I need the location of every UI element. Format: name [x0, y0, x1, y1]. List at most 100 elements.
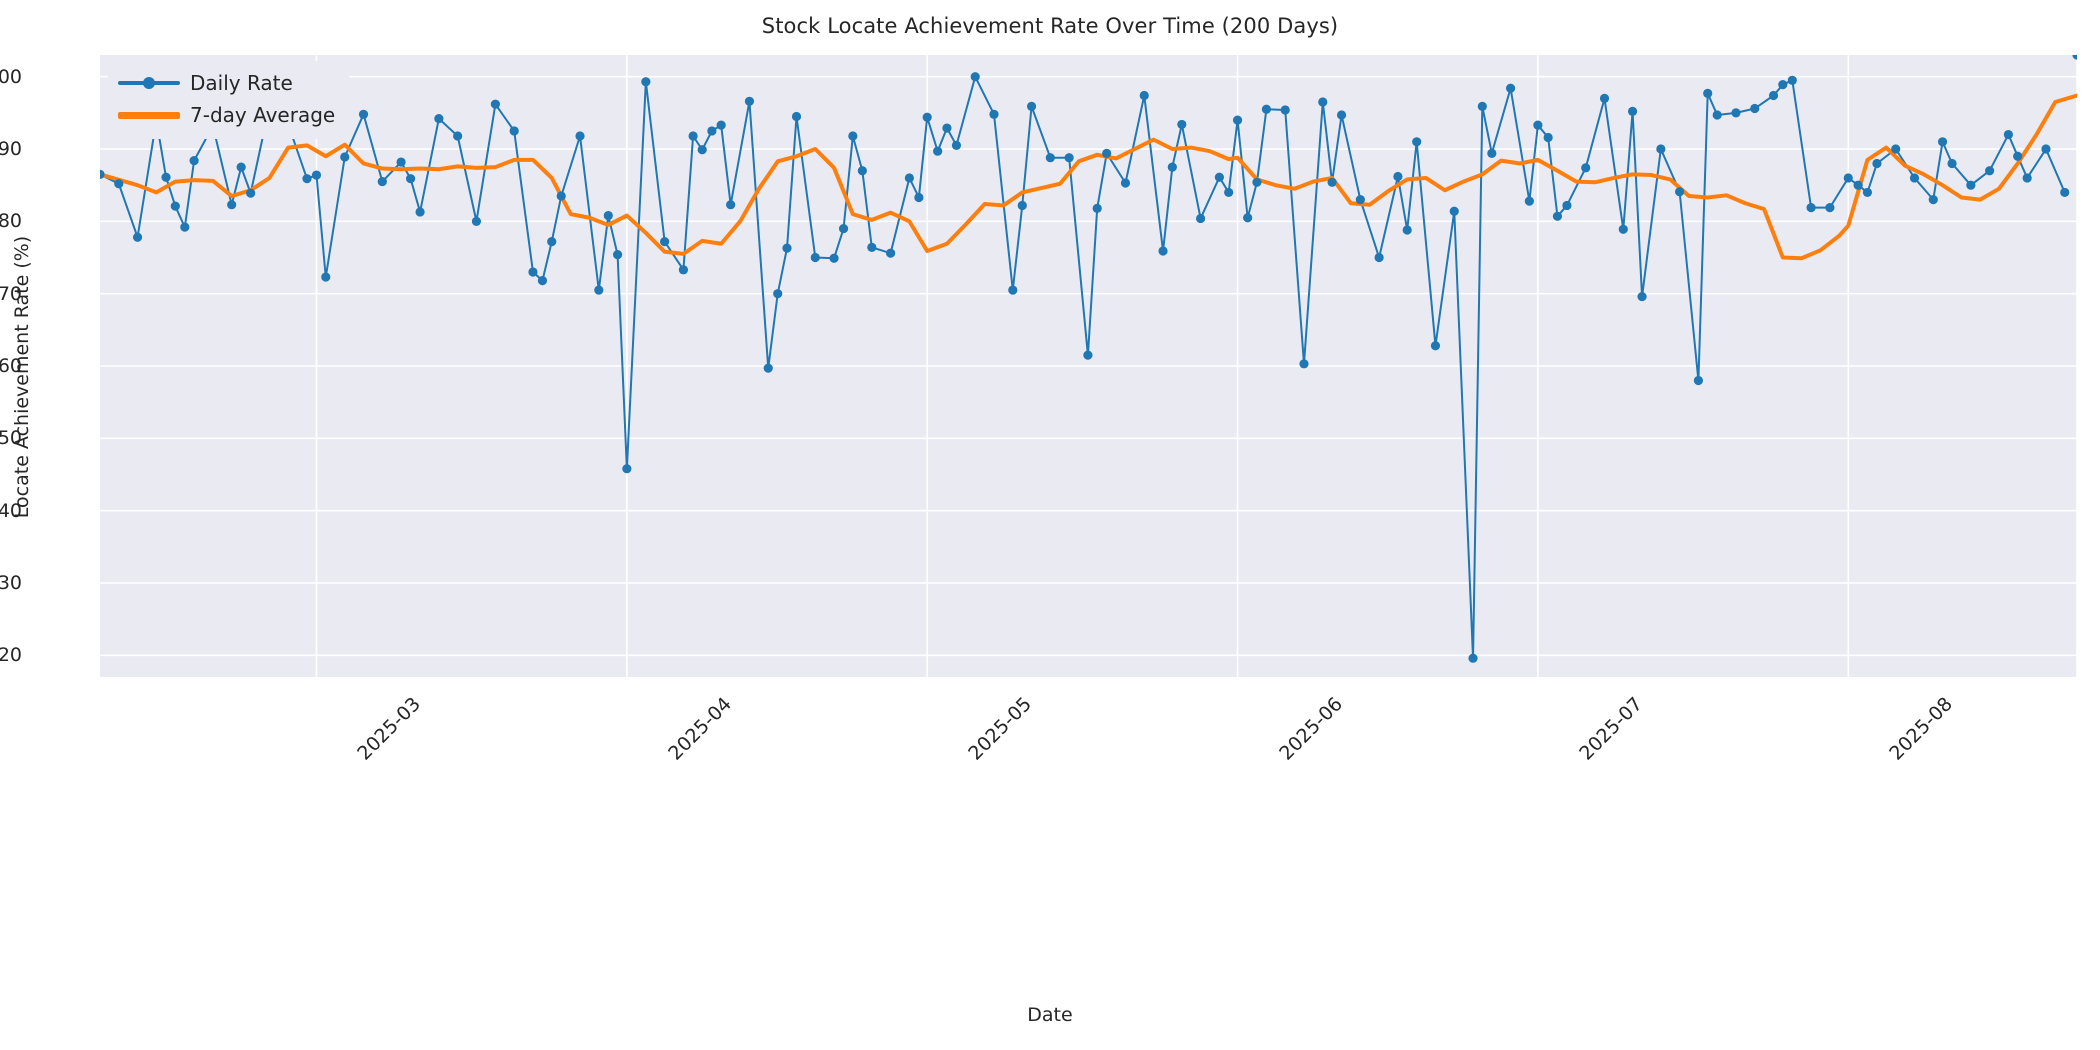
chart-legend: Daily Rate 7-day Average: [108, 61, 350, 139]
data-point-marker: [1280, 105, 1290, 115]
data-point-marker: [405, 174, 416, 184]
data-point-marker: [311, 170, 322, 180]
data-point-marker: [1806, 203, 1816, 213]
data-point-marker: [509, 126, 519, 136]
x-tick-label: 2025-03: [353, 693, 426, 765]
data-point-marker: [763, 363, 773, 373]
data-point-marker: [161, 172, 171, 182]
data-point-marker: [1533, 120, 1543, 130]
data-point-marker: [622, 464, 632, 474]
data-point-marker: [1562, 200, 1572, 211]
data-point-marker: [933, 146, 943, 156]
data-point-marker: [641, 77, 651, 87]
data-point-marker: [1928, 195, 1938, 205]
data-point-marker: [1825, 203, 1835, 213]
data-point-marker: [886, 248, 896, 258]
x-tick-label: 2025-04: [664, 693, 736, 765]
data-point-marker: [697, 145, 707, 155]
x-tick-label: 2025-07: [1575, 693, 1647, 765]
data-point-marker: [1778, 80, 1788, 90]
data-point-marker: [2041, 144, 2051, 154]
data-point-marker: [942, 123, 952, 133]
data-point-marker: [471, 216, 482, 226]
data-point-marker: [1505, 83, 1516, 93]
data-point-marker: [1731, 108, 1741, 118]
data-point-marker: [922, 112, 932, 122]
data-point-marker: [537, 276, 548, 286]
data-point-marker: [1703, 88, 1713, 98]
data-point-marker: [1853, 180, 1863, 190]
y-tick-label: 70: [0, 282, 22, 305]
data-point-marker: [340, 152, 350, 162]
data-point-marker: [227, 200, 237, 210]
data-point-marker: [1750, 103, 1760, 114]
legend-label-daily-rate: Daily Rate: [190, 71, 293, 95]
data-point-marker: [528, 267, 538, 277]
data-point-marker: [594, 285, 604, 295]
data-point-marker: [1083, 350, 1093, 360]
data-point-marker: [1327, 177, 1337, 187]
data-point-marker: [773, 289, 783, 299]
data-point-marker: [1637, 291, 1647, 302]
data-point-marker: [838, 223, 849, 234]
data-point-marker: [490, 99, 500, 109]
y-tick-label: 80: [0, 210, 22, 233]
data-point-marker: [1177, 119, 1187, 130]
data-point-marker: [678, 265, 689, 275]
data-point-marker: [1862, 187, 1873, 198]
chart-title: Stock Locate Achievement Rate Over Time …: [761, 14, 1339, 38]
data-point-marker: [453, 131, 463, 141]
data-point-marker: [415, 207, 425, 217]
data-point-marker: [857, 166, 867, 176]
data-point-marker: [914, 192, 924, 203]
data-point-marker: [1599, 93, 1610, 103]
series-line-daily-rate: [100, 75, 2066, 660]
data-point-marker: [2060, 187, 2070, 198]
data-markers-group: [100, 55, 2077, 663]
data-point-marker: [1017, 200, 1027, 211]
plot-area: Daily Rate 7-day Average: [100, 55, 2077, 677]
y-gridlines: [100, 75, 2077, 657]
data-series-group: [100, 75, 2077, 660]
data-point-marker: [236, 162, 246, 172]
data-point-marker: [1299, 359, 1309, 369]
data-point-marker: [1768, 90, 1779, 101]
y-tick-label: 20: [0, 644, 22, 667]
data-point-marker: [2022, 173, 2032, 183]
data-point-marker: [1909, 173, 1920, 183]
data-point-marker: [434, 114, 444, 124]
x-tick-label: 2025-08: [1885, 693, 1958, 765]
data-point-marker: [1627, 106, 1638, 117]
data-point-marker: [970, 72, 980, 82]
x-tick-label: 2025-06: [1274, 693, 1347, 765]
data-point-marker: [1196, 213, 1206, 224]
legend-item-daily-rate: Daily Rate: [118, 67, 335, 99]
data-point-marker: [829, 253, 839, 263]
data-point-marker: [867, 242, 877, 252]
data-point-marker: [1224, 187, 1234, 198]
data-point-marker: [1947, 158, 1957, 169]
data-point-marker: [1552, 211, 1563, 221]
data-point-marker: [1787, 75, 1797, 85]
data-point-marker: [791, 111, 802, 122]
data-point-marker: [1966, 180, 1976, 190]
data-point-marker: [1675, 187, 1685, 197]
data-point-marker: [603, 210, 613, 221]
data-point-marker: [1120, 178, 1131, 188]
data-point-marker: [716, 120, 726, 130]
legend-swatch-line-marker-icon: [118, 70, 180, 96]
legend-item-7day-average: 7-day Average: [118, 99, 335, 131]
data-point-marker: [1477, 101, 1487, 111]
data-point-marker: [1232, 115, 1243, 125]
y-tick-label: 90: [0, 138, 22, 161]
data-point-marker: [1393, 171, 1403, 182]
data-point-marker: [726, 200, 736, 210]
x-axis-title: Date: [1027, 1004, 1073, 1026]
data-point-marker: [1937, 137, 1948, 147]
data-point-marker: [547, 237, 557, 247]
data-point-marker: [1412, 137, 1422, 147]
data-point-marker: [1891, 144, 1901, 154]
data-point-marker: [1261, 104, 1272, 114]
data-point-marker: [1402, 225, 1412, 235]
data-point-marker: [1430, 341, 1441, 351]
